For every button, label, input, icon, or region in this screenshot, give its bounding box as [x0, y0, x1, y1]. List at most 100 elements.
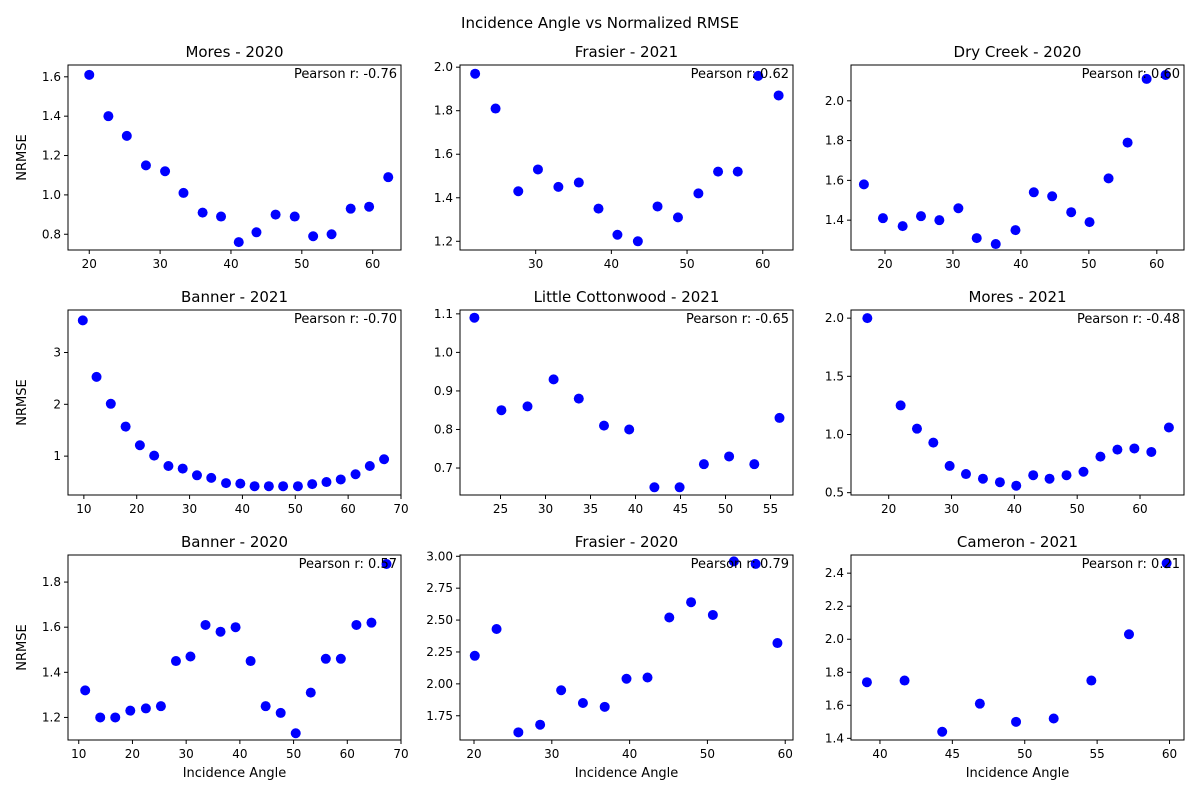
data-point: [326, 229, 337, 240]
subplot-grid: Mores - 2020 20 30 40 50 60 0.8 1.0 1.2 1.4 1.6 NRM…: [15, 43, 1185, 781]
data-point: [573, 177, 584, 188]
data-point: [289, 211, 300, 222]
y-tick-label: 2.75: [426, 581, 453, 595]
data-point: [713, 166, 724, 177]
subplot-4: Banner - 2021 10 20 30 40 50 60 70 1 2 3 NRMSE Pears…: [15, 288, 409, 516]
x-tick-label: 30: [944, 502, 959, 516]
subplot-title: Banner - 2021: [181, 288, 288, 306]
data-point: [974, 698, 985, 709]
data-point: [915, 211, 926, 222]
x-tick-label: 30: [182, 502, 197, 516]
data-point: [307, 479, 318, 490]
x-tick-label: 30: [945, 257, 960, 271]
y-tick-label: 1.4: [825, 731, 844, 745]
y-tick-label: 1.8: [825, 134, 844, 148]
x-tick-label: 40: [604, 257, 619, 271]
subplot-title: Little Cottonwood - 2021: [534, 288, 720, 306]
data-point: [934, 215, 945, 226]
y-tick-label: 0.7: [434, 461, 453, 475]
data-point: [773, 90, 784, 101]
pearson-annotation: Pearson r: -0.48: [1077, 312, 1180, 327]
data-point: [381, 559, 392, 570]
data-point: [278, 481, 289, 492]
y-tick-label: 0.9: [434, 384, 453, 398]
x-tick-label: 70: [393, 502, 408, 516]
data-point: [320, 653, 331, 664]
data-point: [599, 701, 610, 712]
y-tick-label: 3.00: [426, 549, 453, 563]
x-tick-label: 25: [493, 502, 508, 516]
y-tick-label: 1: [53, 449, 61, 463]
data-point: [553, 181, 564, 192]
data-point: [364, 460, 375, 471]
y-tick-label: 0.8: [42, 227, 61, 241]
data-point: [642, 672, 653, 683]
data-point: [305, 687, 316, 698]
data-point: [321, 477, 332, 488]
data-point: [1066, 207, 1077, 218]
data-point: [125, 705, 136, 716]
y-tick-label: 2.2: [825, 599, 844, 613]
data-point: [990, 239, 1001, 250]
data-point: [379, 454, 390, 465]
data-point: [1061, 470, 1072, 481]
data-point: [649, 482, 660, 493]
y-tick-label: 1.0: [825, 427, 844, 441]
y-tick-label: 1.2: [42, 710, 61, 724]
y-tick-label: 1.1: [434, 307, 453, 321]
data-point: [120, 421, 131, 432]
x-tick-label: 60: [778, 747, 793, 761]
y-axis-label: NRMSE: [15, 134, 30, 180]
data-point: [1011, 480, 1022, 491]
y-tick-label: 2.4: [825, 566, 844, 580]
pearson-annotation: Pearson r: 0.57: [299, 557, 397, 572]
x-tick-label: 50: [288, 502, 303, 516]
x-tick-label: 40: [232, 747, 247, 761]
y-tick-label: 1.6: [825, 698, 844, 712]
data-point: [230, 622, 241, 633]
data-point: [1044, 473, 1055, 484]
y-tick-label: 1.4: [42, 109, 61, 123]
data-point: [105, 398, 116, 409]
x-tick-label: 40: [622, 747, 637, 761]
axes-frame: [67, 309, 402, 496]
x-tick-label: 60: [1149, 257, 1164, 271]
data-point: [573, 393, 584, 404]
data-point: [335, 474, 346, 485]
data-point: [185, 651, 196, 662]
data-point: [84, 69, 95, 80]
axes-frame: [459, 309, 794, 496]
data-point: [140, 703, 151, 714]
data-point: [548, 374, 559, 385]
data-point: [672, 212, 683, 223]
data-point: [1123, 629, 1134, 640]
data-point: [877, 213, 888, 224]
data-point: [235, 478, 246, 489]
data-point: [862, 313, 873, 324]
data-point: [335, 653, 346, 664]
data-point: [895, 400, 906, 411]
data-point: [750, 558, 761, 569]
x-tick-label: 10: [71, 747, 86, 761]
x-axis-label: Incidence Angle: [575, 766, 679, 781]
data-point: [1010, 225, 1021, 236]
subplot-6: Mores - 2021 20 30 40 50 60 0.5 1.0 1.5 2.0 Pearso…: [825, 288, 1185, 516]
y-tick-label: 1.8: [42, 575, 61, 589]
y-tick-label: 0.5: [825, 486, 844, 500]
data-point: [861, 677, 872, 688]
data-point: [496, 405, 507, 416]
y-tick-label: 1.0: [434, 345, 453, 359]
data-point: [160, 166, 171, 177]
data-point: [215, 626, 226, 637]
data-point: [308, 231, 319, 242]
data-point: [350, 469, 361, 480]
data-point: [469, 650, 480, 661]
data-point: [774, 412, 785, 423]
x-tick-label: 60: [365, 257, 380, 271]
x-axis-label: Incidence Angle: [966, 766, 1070, 781]
subplot-title: Frasier - 2020: [575, 533, 678, 551]
y-tick-label: 2.25: [426, 645, 453, 659]
data-point: [134, 440, 145, 451]
data-point: [1160, 69, 1171, 80]
x-tick-label: 30: [528, 257, 543, 271]
